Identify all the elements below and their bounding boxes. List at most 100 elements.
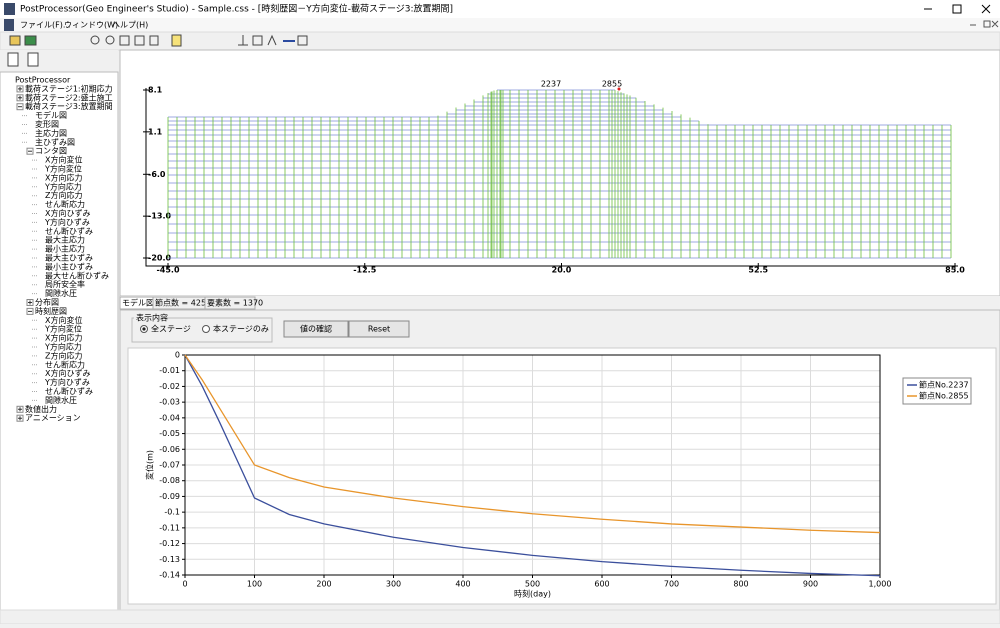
- node-icon[interactable]: [267, 34, 277, 46]
- tree-item[interactable]: 載荷ステージ2:盛土施工: [25, 92, 113, 102]
- tree-item[interactable]: 数値出力: [25, 404, 57, 414]
- pan-icon[interactable]: [149, 35, 159, 46]
- tree-item[interactable]: 最大主ひずみ: [45, 253, 93, 263]
- tree-item[interactable]: Y方向ひずみ: [44, 217, 90, 227]
- tree-expander-sign: [28, 300, 32, 305]
- x-tick-label: 600: [594, 580, 609, 589]
- tree-item[interactable]: モデル図: [35, 110, 67, 120]
- tree-item[interactable]: X方向ひずみ: [45, 368, 90, 378]
- mesh-y-tick-label: -13.0: [148, 212, 171, 221]
- tree-item[interactable]: 時刻歴図: [35, 306, 67, 316]
- tree-item[interactable]: X方向ひずみ: [45, 208, 90, 218]
- app-icon: [4, 3, 15, 15]
- y-tick-label: -0.09: [159, 492, 180, 501]
- window-icon[interactable]: [134, 35, 145, 46]
- tree-item[interactable]: せん断ひずみ: [45, 386, 93, 396]
- display-group-box: [131, 317, 273, 343]
- tree-item[interactable]: X方向応力: [45, 333, 82, 343]
- tree-expander-sign: [18, 416, 22, 421]
- y-tick-label: -0.03: [159, 398, 180, 407]
- tree-item[interactable]: Y方向変位: [44, 164, 82, 174]
- help-icon[interactable]: [171, 34, 182, 47]
- series-line: [184, 354, 881, 534]
- tree-item[interactable]: Z方向応力: [45, 350, 82, 360]
- mdi-controls[interactable]: [970, 20, 999, 28]
- x-tick-label: 900: [803, 580, 818, 589]
- y-tick-label: -0.14: [159, 571, 180, 580]
- mesh-y-tick-label: 1.1: [148, 127, 163, 136]
- tree-item[interactable]: 最大主応力: [45, 235, 85, 245]
- mesh-x-tick-label: -12.5: [353, 266, 376, 275]
- y-tick-label: -0.12: [159, 539, 180, 548]
- tree-item[interactable]: せん断応力: [45, 199, 85, 209]
- tree-item[interactable]: 載荷ステージ1:初期応力: [25, 83, 113, 93]
- tab[interactable]: [204, 296, 256, 310]
- label-icon[interactable]: [252, 35, 263, 46]
- x-tick-label: 700: [664, 580, 679, 589]
- export-icon[interactable]: [24, 35, 37, 46]
- tree-tool-1[interactable]: [7, 52, 19, 67]
- mesh-horizontal-lines: [168, 89, 951, 259]
- tree-item[interactable]: アニメーション: [25, 414, 81, 423]
- open-icon[interactable]: [9, 35, 21, 46]
- button[interactable]: [283, 320, 349, 338]
- axis-icon[interactable]: [238, 35, 248, 46]
- node-marker: [617, 87, 621, 91]
- tab-label: 節点数 = 4257: [155, 298, 211, 308]
- tree-expander-sign: [18, 95, 22, 100]
- button-label: 値の確認: [300, 324, 332, 334]
- menu-item[interactable]: ファイル(F)...: [20, 21, 70, 30]
- mesh-y-tick-label: -6.0: [148, 170, 166, 179]
- tree-item[interactable]: X方向変位: [45, 315, 82, 325]
- y-axis-label: 変位(m): [145, 450, 155, 480]
- tree-item[interactable]: Y方向変位: [44, 324, 82, 334]
- tree-item[interactable]: 主応力図: [35, 128, 67, 138]
- tree-item[interactable]: 主ひずみ図: [35, 137, 75, 147]
- tree-item[interactable]: 変形図: [35, 119, 59, 129]
- x-tick-label: 400: [455, 580, 470, 589]
- tree-item[interactable]: 載荷ステージ3:放置期間: [25, 101, 113, 111]
- window-title: PostProcessor(Geo Engineer's Studio) - S…: [20, 3, 453, 15]
- radio-label: 全ステージ: [151, 324, 191, 334]
- maximize-button[interactable]: [952, 4, 962, 14]
- tree-item[interactable]: せん断応力: [45, 359, 85, 369]
- tree-tool-2[interactable]: [27, 52, 39, 67]
- tree-item[interactable]: X方向応力: [45, 172, 82, 182]
- close-button[interactable]: [981, 4, 991, 14]
- node-label: 2237: [541, 80, 561, 89]
- y-tick-label: -0.06: [159, 445, 180, 454]
- tree-item[interactable]: PostProcessor: [15, 76, 71, 85]
- y-tick-label: -0.11: [159, 523, 180, 532]
- tree-item[interactable]: 局所安全率: [45, 279, 85, 289]
- tree-item[interactable]: Y方向応力: [44, 181, 82, 191]
- radio-button[interactable]: [202, 325, 210, 333]
- doc-icon: [4, 19, 14, 31]
- button-label: Reset: [368, 325, 390, 334]
- menu-item[interactable]: ウィンドウ(W): [64, 21, 118, 30]
- zoom-in-icon[interactable]: [90, 35, 100, 45]
- button[interactable]: [348, 320, 410, 338]
- tree-expander-sign: [18, 407, 22, 412]
- fit-icon[interactable]: [119, 35, 130, 46]
- tree-item[interactable]: Y方向ひずみ: [44, 377, 90, 387]
- tree-item[interactable]: 間隙水圧: [45, 288, 77, 298]
- mesh-x-tick-label: 20.0: [552, 266, 572, 275]
- mesh-x-tick-label: -45.0: [156, 266, 179, 275]
- tree-item[interactable]: Z方向応力: [45, 190, 82, 200]
- tree-item[interactable]: 間隙水圧: [45, 395, 77, 405]
- y-tick-label: -0.05: [159, 429, 180, 438]
- frame-icon[interactable]: [297, 35, 308, 46]
- tree-item[interactable]: X方向変位: [45, 155, 82, 165]
- tab-label: 要素数 = 1370: [207, 298, 263, 308]
- tree-item[interactable]: Y方向応力: [44, 342, 82, 352]
- tree-item[interactable]: 分布図: [35, 297, 59, 307]
- menu-item[interactable]: ヘルプ(H): [112, 21, 148, 30]
- tree-item[interactable]: 最大せん断ひずみ: [45, 270, 109, 280]
- zoom-out-icon[interactable]: [105, 35, 115, 45]
- tree-item[interactable]: せん断ひずみ: [45, 226, 93, 236]
- tree-item[interactable]: 最小主ひずみ: [45, 261, 93, 271]
- y-tick-label: -0.01: [159, 366, 180, 375]
- tree-item[interactable]: 最小主応力: [45, 244, 85, 254]
- tree-item[interactable]: コンタ図: [35, 147, 67, 156]
